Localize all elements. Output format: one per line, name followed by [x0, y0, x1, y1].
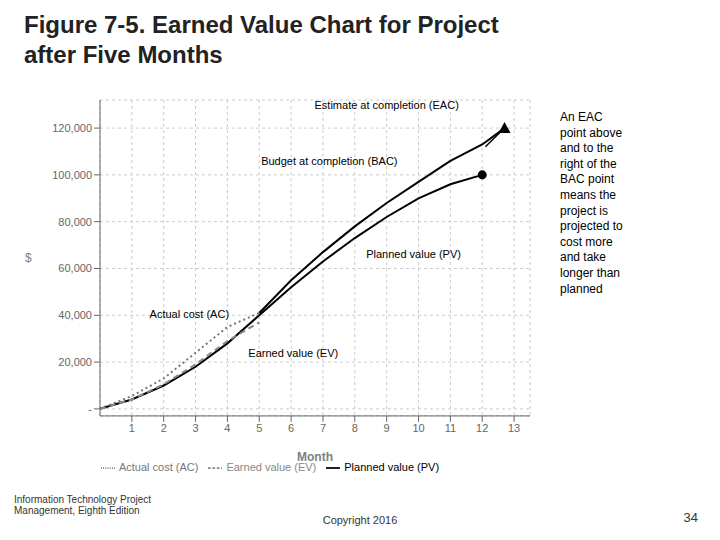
svg-text:5: 5: [256, 422, 262, 434]
html-text:Actual cost (AC): Actual cost (AC): [118, 460, 199, 473]
svg-text:Earned value (EV): Earned value (EV): [248, 347, 338, 359]
svg-text:120,000: 120,000: [52, 122, 92, 134]
svg-text:8: 8: [352, 422, 358, 434]
html-text:Planned value (PV): Planned value (PV): [344, 460, 440, 473]
html-text:after Five Months: after Five Months: [24, 41, 223, 68]
svg-text:80,000: 80,000: [58, 216, 92, 228]
svg-text:1: 1: [129, 422, 135, 434]
svg-text:20,000: 20,000: [58, 356, 92, 368]
svg-text:7: 7: [320, 422, 326, 434]
html-text:Information Technology Project: Information Technology Project Managemen…: [14, 494, 152, 516]
svg-text:60,000: 60,000: [58, 262, 92, 274]
svg-text:10: 10: [412, 422, 424, 434]
html-text:Earned value (EV): Earned value (EV): [226, 460, 317, 473]
svg-text:Month: Month: [297, 450, 333, 464]
html-text:An EAC point above and to the: An EAC point above and to the right of t…: [560, 110, 623, 296]
svg-text:40,000: 40,000: [58, 309, 92, 321]
html-text:Figure 7-5. Earned Value Chart: Figure 7-5. Earned Value Chart for Proje…: [24, 11, 499, 38]
svg-text:-: -: [88, 403, 92, 415]
svg-text:11: 11: [445, 422, 456, 434]
svg-text:3: 3: [192, 422, 198, 434]
svg-text:6: 6: [288, 422, 294, 434]
svg-text:$: $: [25, 251, 32, 265]
html-text:Copyright 2016: Copyright 2016: [322, 514, 398, 526]
svg-text:Actual cost (AC): Actual cost (AC): [150, 308, 229, 320]
svg-text:12: 12: [476, 422, 488, 434]
svg-text:4: 4: [224, 422, 230, 434]
svg-text:2: 2: [161, 422, 167, 434]
svg-text:Budget at completion (BAC): Budget at completion (BAC): [261, 155, 397, 167]
svg-text:Estimate at completion (EAC): Estimate at completion (EAC): [315, 99, 459, 111]
svg-text:100,000: 100,000: [52, 169, 92, 181]
svg-text:Planned value (PV): Planned value (PV): [366, 248, 461, 260]
svg-text:13: 13: [508, 422, 520, 434]
svg-text:9: 9: [384, 422, 390, 434]
html-text:34: 34: [683, 510, 698, 525]
